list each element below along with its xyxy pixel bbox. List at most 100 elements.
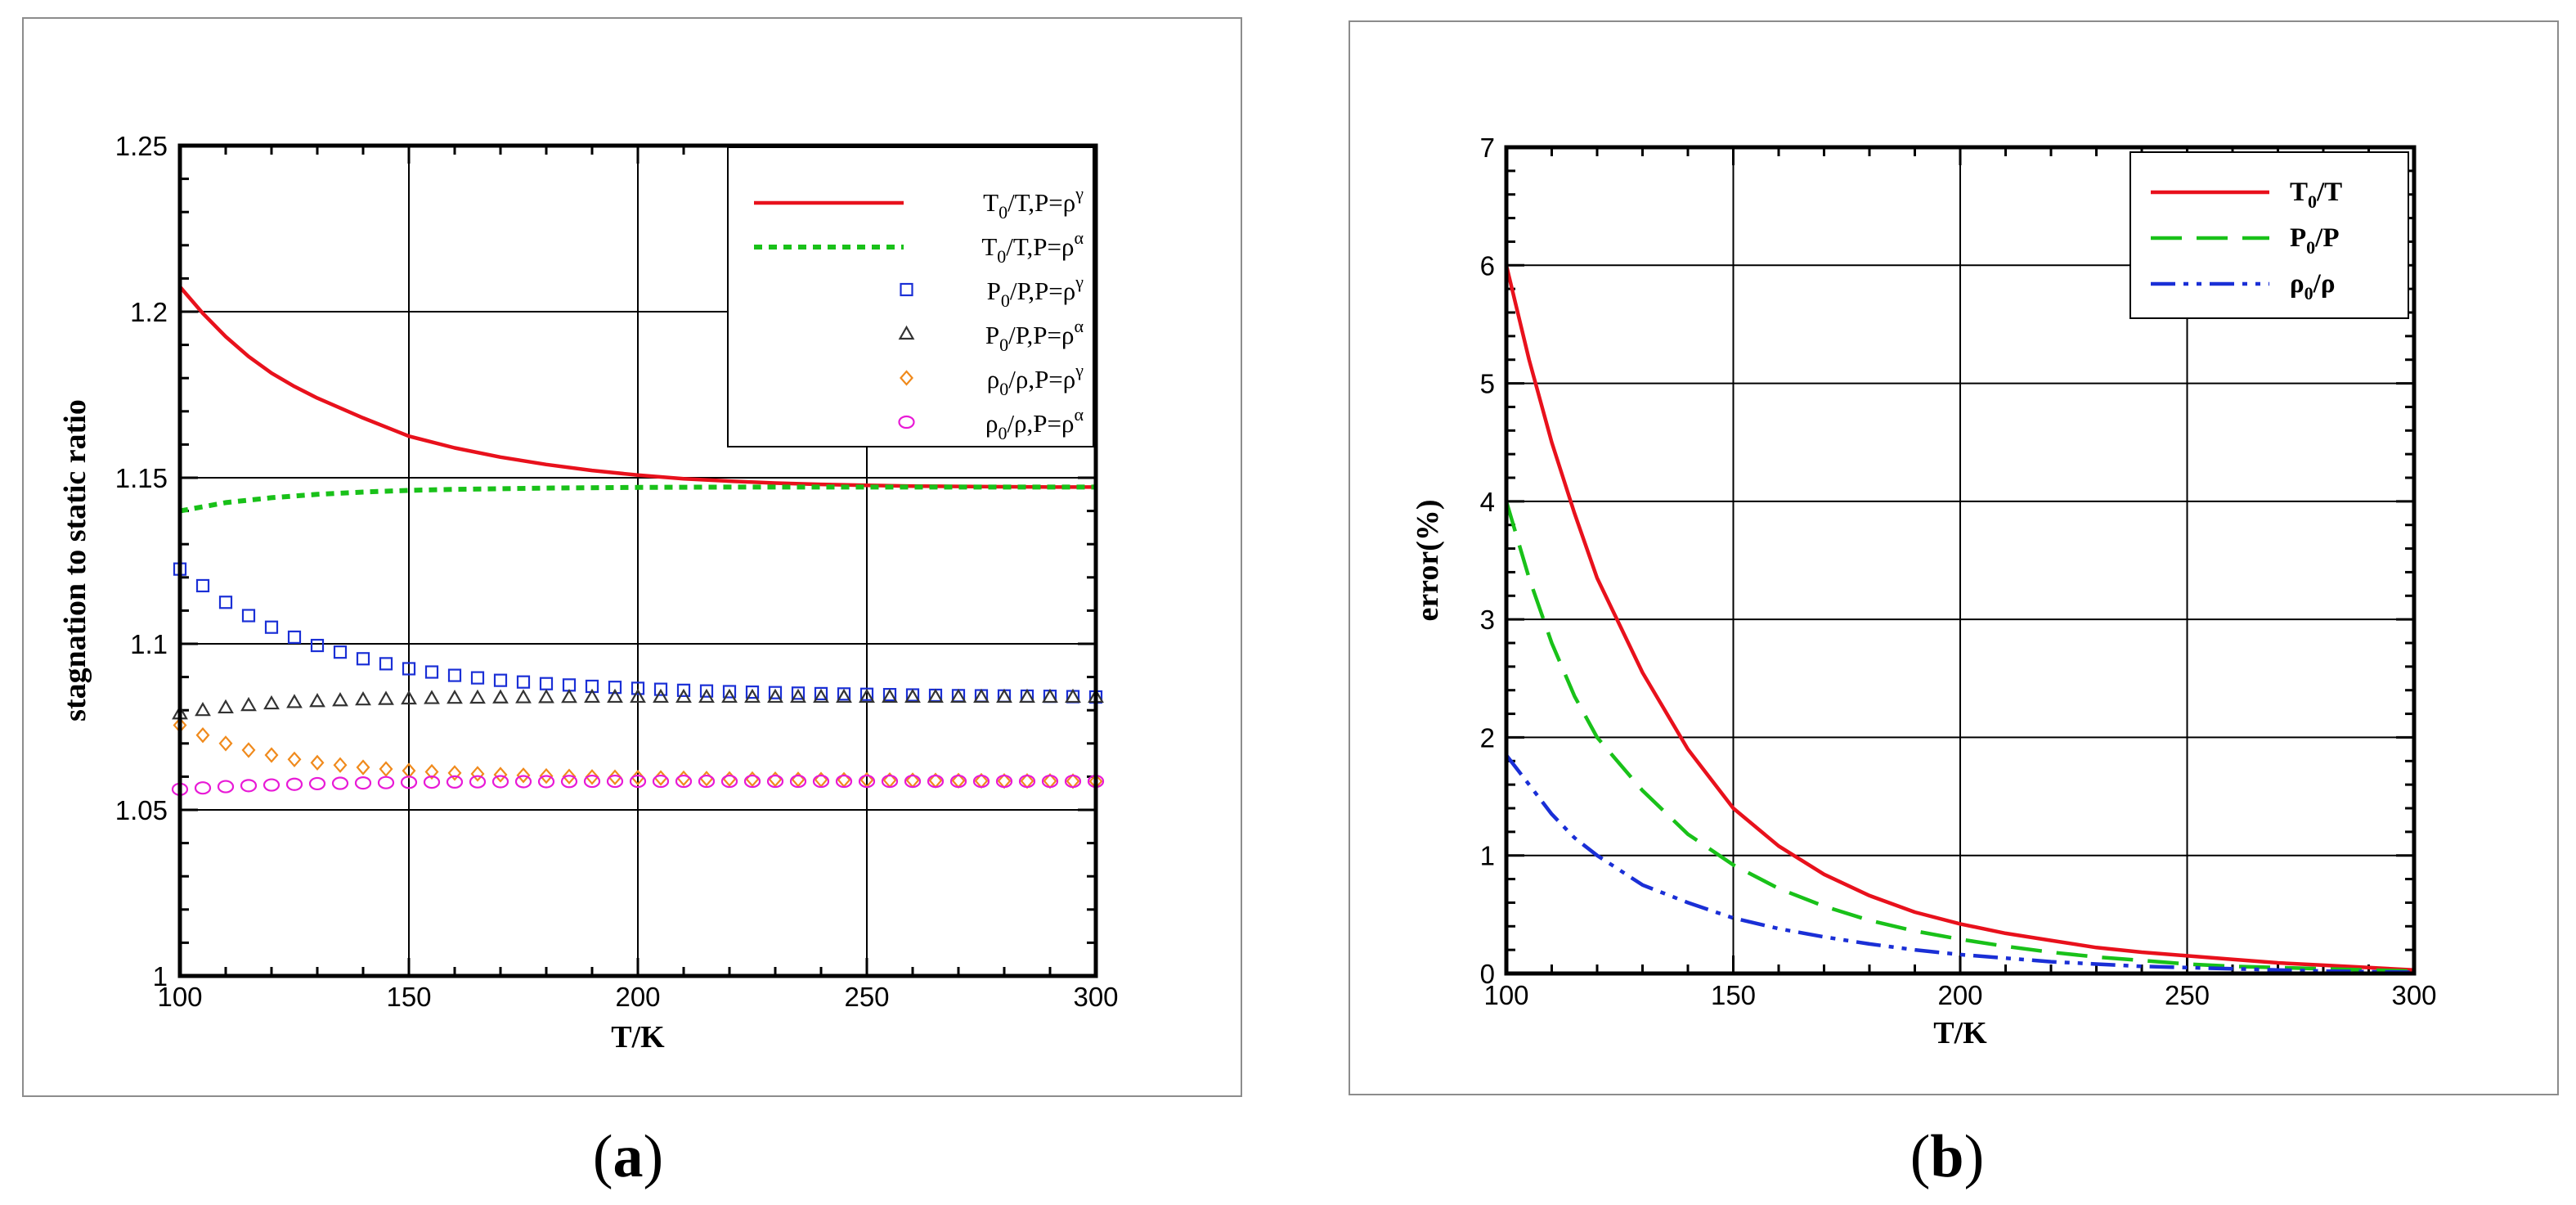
panel-a-series-6-point	[194, 781, 212, 795]
panel-b-y-tick-label: 4	[1480, 487, 1495, 517]
panel-a-series-6-legend-label: ρ0/ρ,P=ρα	[985, 404, 1084, 443]
panel-a-series-4-point	[904, 688, 921, 704]
panel-a-series-4-point	[767, 688, 783, 704]
panel-a-series-3-point	[631, 681, 645, 695]
panel-a-series-5-point	[310, 754, 325, 771]
panel-a-series-6-point	[377, 776, 395, 789]
panel-a-legend: T0/T,P=ργT0/T,P=ραP0/P,P=ργP0/P,P=ραρ0/ρ…	[727, 146, 1094, 447]
panel-a-series-6-point	[491, 775, 509, 789]
panel-a-series-3-point	[653, 682, 668, 696]
panel-a-series-4-point	[355, 690, 371, 706]
panel-a-series-5-point	[493, 767, 508, 783]
panel-a-series-6-point	[858, 774, 876, 789]
panel-a-series-4-point	[973, 688, 990, 704]
panel-a-series-4-point	[675, 688, 692, 704]
panel-a-series-6-point	[400, 776, 418, 789]
panel-b-y-tick-label: 2	[1480, 722, 1495, 753]
panel-a-series-4-point	[836, 688, 852, 704]
panel-a-series-3-legend-label: P0/P,P=ργ	[987, 272, 1084, 311]
panel-b-y-tick-label: 3	[1480, 605, 1495, 635]
panel-a-series-6-point	[240, 779, 258, 793]
panel-a-series-6-point	[331, 776, 349, 790]
panel-a-series-6-legend-rest: /ρ,P=ρ	[1007, 409, 1074, 438]
panel-a-series-4-point	[950, 688, 967, 704]
panel-b-series-1-legend-rest: /T	[2316, 178, 2342, 207]
panel-b-letter: b	[1930, 1123, 1963, 1190]
panel-a-series-4-legend-rest: /P,P=ρ	[1008, 321, 1074, 349]
panel-a-series-4-point	[607, 688, 623, 704]
panel-a-series-3-point	[470, 671, 485, 685]
panel-a-series-4-legend-label: P0/P,P=ρα	[985, 316, 1084, 355]
panel-a-x-tick-label: 300	[1073, 982, 1118, 1012]
panel-a-series-4-legend-main: P	[985, 321, 999, 349]
panel-a-series-6-point	[217, 780, 235, 794]
panel-a-series-6-point	[835, 774, 853, 789]
panel-a-series-4-point	[996, 688, 1012, 704]
panel-a-series-5-point	[241, 742, 256, 758]
panel-a-series-3-legend-main: P	[987, 277, 1001, 305]
panel-a-series-4-point	[240, 696, 257, 712]
panel-a-series-4-point	[1065, 688, 1081, 704]
panel-a-series-6-point	[423, 775, 441, 789]
panel-a-series-3-point	[699, 684, 714, 698]
panel-a-x-tick-label: 250	[844, 982, 889, 1012]
panel-a-series-6-point	[698, 774, 716, 789]
panel-a-series-6-point	[263, 778, 280, 792]
panel-a-series-2-legend-rest: /T,P=ρ	[1006, 232, 1074, 261]
panel-b-series-3-legend-sub: 0	[2304, 283, 2313, 303]
panel-b-series	[1504, 264, 2415, 974]
panel-a-series-5-legend-label: ρ0/ρ,P=ργ	[987, 360, 1084, 399]
panel-b-y-tick-label: 5	[1480, 369, 1495, 399]
panel-a-series-6-point	[1064, 774, 1082, 789]
panel-a-series-1-legend-main: T	[983, 188, 999, 217]
panel-a-series-4-point	[332, 692, 348, 707]
panel-a-series-3-point	[310, 638, 325, 653]
panel-a-series-4-point	[790, 688, 806, 704]
panel-a-series-6-point	[743, 774, 761, 789]
panel-a-series-4-point	[492, 689, 509, 704]
panel-a-series-5-point	[379, 761, 393, 777]
panel-b-tick-labels: 100 150 200 250 300 0 1 2 3 4 5 6 7	[1480, 133, 2437, 1010]
panel-a-series-4-point	[309, 693, 325, 708]
panel-a-x-tick-label: 150	[386, 982, 431, 1012]
panel-a-series-4-legend-marker	[898, 325, 915, 340]
panel-b-series-2-line	[1504, 501, 2415, 973]
panel-a-series-6-point	[537, 775, 555, 789]
panel-a-series-5-point	[516, 767, 531, 784]
panel-a-series-4-point	[515, 689, 532, 704]
panel-a-series-5-legend-sub: 0	[999, 379, 1008, 399]
panel-a-series-5-legend-rest: /ρ,P=ρ	[1008, 365, 1075, 393]
panel-b-series-2-legend-sub: 0	[2306, 237, 2315, 258]
panel-a-series-4-point	[561, 688, 577, 704]
panel-a-series-4-point	[1042, 688, 1058, 704]
panel-a-series-6-point	[1041, 774, 1059, 789]
panel-a-series-3-point	[791, 686, 806, 700]
panel-b-x-axis-title: T/K	[1933, 1016, 1987, 1050]
panel-b-y-tick-label: 6	[1480, 250, 1495, 281]
panel-a-series-6-point	[514, 775, 532, 789]
panel-a-series-6-point	[446, 775, 464, 789]
panel-a-series-6-point	[995, 774, 1013, 789]
panel-b-y-tick-label: 0	[1480, 959, 1495, 989]
panel-a-legend-box	[727, 146, 1094, 447]
panel-a-series-6-point	[469, 775, 487, 789]
panel-a-series-3-point	[516, 675, 531, 689]
panel-a-series-1-legend-rest: /T,P=ρ	[1008, 188, 1075, 217]
panel-a-letter: a	[613, 1123, 644, 1190]
panel-a-series-3-point	[402, 662, 416, 676]
panel-a-series-6-point	[812, 774, 830, 789]
panel-b-series-1-legend-sub: 0	[2308, 191, 2317, 212]
panel-a-series-1-legend-sup: γ	[1075, 183, 1084, 204]
panel-a-series-3-point	[676, 683, 691, 697]
panel-a-series-6-point	[308, 776, 326, 791]
panel-a-series-5-legend-sup: γ	[1075, 360, 1084, 380]
panel-a-series-3-point	[859, 687, 874, 701]
panel-a-series-3-point	[722, 685, 737, 699]
panel-b-series-1-legend-label: T0/T	[2290, 178, 2342, 212]
panel-a-series-3-point	[745, 685, 760, 699]
panel-a-series-5-point	[287, 751, 302, 767]
panel-b-series-3-line	[1505, 753, 2415, 974]
panel-b-plot-area	[1504, 145, 2417, 976]
panel-a-series-5-point	[608, 769, 622, 785]
